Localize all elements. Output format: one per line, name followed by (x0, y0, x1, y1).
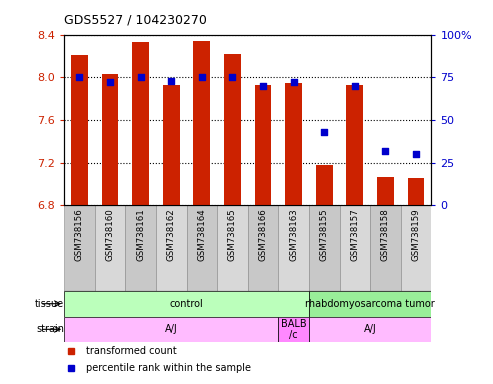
Point (290, 79, 298, 86)
Point (382, 148, 389, 154)
Bar (217, 205, 247, 291)
Point (259, 83, 267, 89)
Text: GSM738156: GSM738156 (75, 208, 84, 261)
Text: BALB
/c: BALB /c (281, 318, 307, 340)
Bar (224, 54, 241, 205)
Point (167, 78, 175, 84)
Bar (64, 316, 279, 342)
Bar (340, 205, 370, 291)
Text: rhabdomyosarcoma tumor: rhabdomyosarcoma tumor (305, 299, 435, 309)
Text: GSM738163: GSM738163 (289, 208, 298, 261)
Text: GSM738166: GSM738166 (258, 208, 268, 261)
Bar (186, 205, 217, 291)
Bar (347, 85, 363, 205)
Bar (370, 205, 401, 291)
Text: transformed count: transformed count (86, 346, 177, 356)
Text: GSM738158: GSM738158 (381, 208, 390, 261)
Bar (125, 205, 156, 291)
Bar (156, 205, 186, 291)
Point (106, 79, 114, 86)
Bar (309, 291, 431, 316)
Bar (285, 83, 302, 205)
Point (137, 74, 144, 80)
Bar (279, 316, 309, 342)
Text: GSM738157: GSM738157 (351, 208, 359, 261)
Point (228, 74, 236, 80)
Bar (64, 205, 95, 291)
Bar (309, 316, 431, 342)
Bar (163, 85, 179, 205)
Bar (279, 205, 309, 291)
Bar (247, 205, 279, 291)
Text: GSM738165: GSM738165 (228, 208, 237, 261)
Bar (102, 74, 118, 205)
Bar (309, 205, 340, 291)
Text: A/J: A/J (165, 324, 177, 334)
Bar (401, 205, 431, 291)
Point (351, 83, 359, 89)
Bar (316, 165, 333, 205)
Point (412, 151, 420, 157)
Text: GSM738160: GSM738160 (106, 208, 114, 261)
Text: GDS5527 / 104230270: GDS5527 / 104230270 (64, 14, 207, 27)
Point (198, 74, 206, 80)
Bar (193, 41, 210, 205)
Point (320, 129, 328, 135)
Text: GSM738161: GSM738161 (136, 208, 145, 261)
Text: tissue: tissue (35, 299, 64, 309)
Bar (254, 85, 272, 205)
Bar (377, 177, 394, 205)
Bar (95, 205, 125, 291)
Text: A/J: A/J (364, 324, 377, 334)
Text: percentile rank within the sample: percentile rank within the sample (86, 363, 251, 373)
Text: GSM738162: GSM738162 (167, 208, 176, 261)
Bar (71, 55, 88, 205)
Bar (408, 178, 424, 205)
Text: GSM738164: GSM738164 (197, 208, 207, 261)
Bar (64, 291, 309, 316)
Text: GSM738155: GSM738155 (320, 208, 329, 261)
Bar (132, 42, 149, 205)
Text: strain: strain (36, 324, 64, 334)
Text: GSM738159: GSM738159 (412, 208, 421, 261)
Point (75, 74, 83, 80)
Text: control: control (170, 299, 204, 309)
